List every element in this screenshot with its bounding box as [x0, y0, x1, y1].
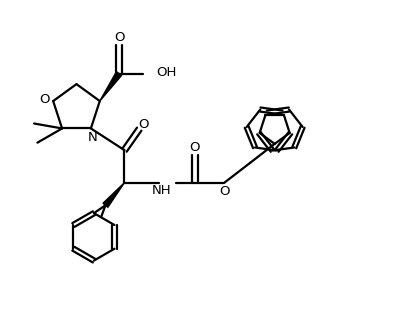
Text: O: O	[139, 118, 149, 131]
Text: NH: NH	[151, 184, 171, 197]
Text: O: O	[114, 31, 124, 44]
Polygon shape	[100, 72, 122, 101]
Text: N: N	[88, 131, 98, 144]
Text: O: O	[219, 185, 230, 198]
Text: O: O	[39, 93, 50, 106]
Polygon shape	[103, 183, 125, 207]
Text: OH: OH	[156, 66, 176, 79]
Text: O: O	[189, 141, 200, 154]
